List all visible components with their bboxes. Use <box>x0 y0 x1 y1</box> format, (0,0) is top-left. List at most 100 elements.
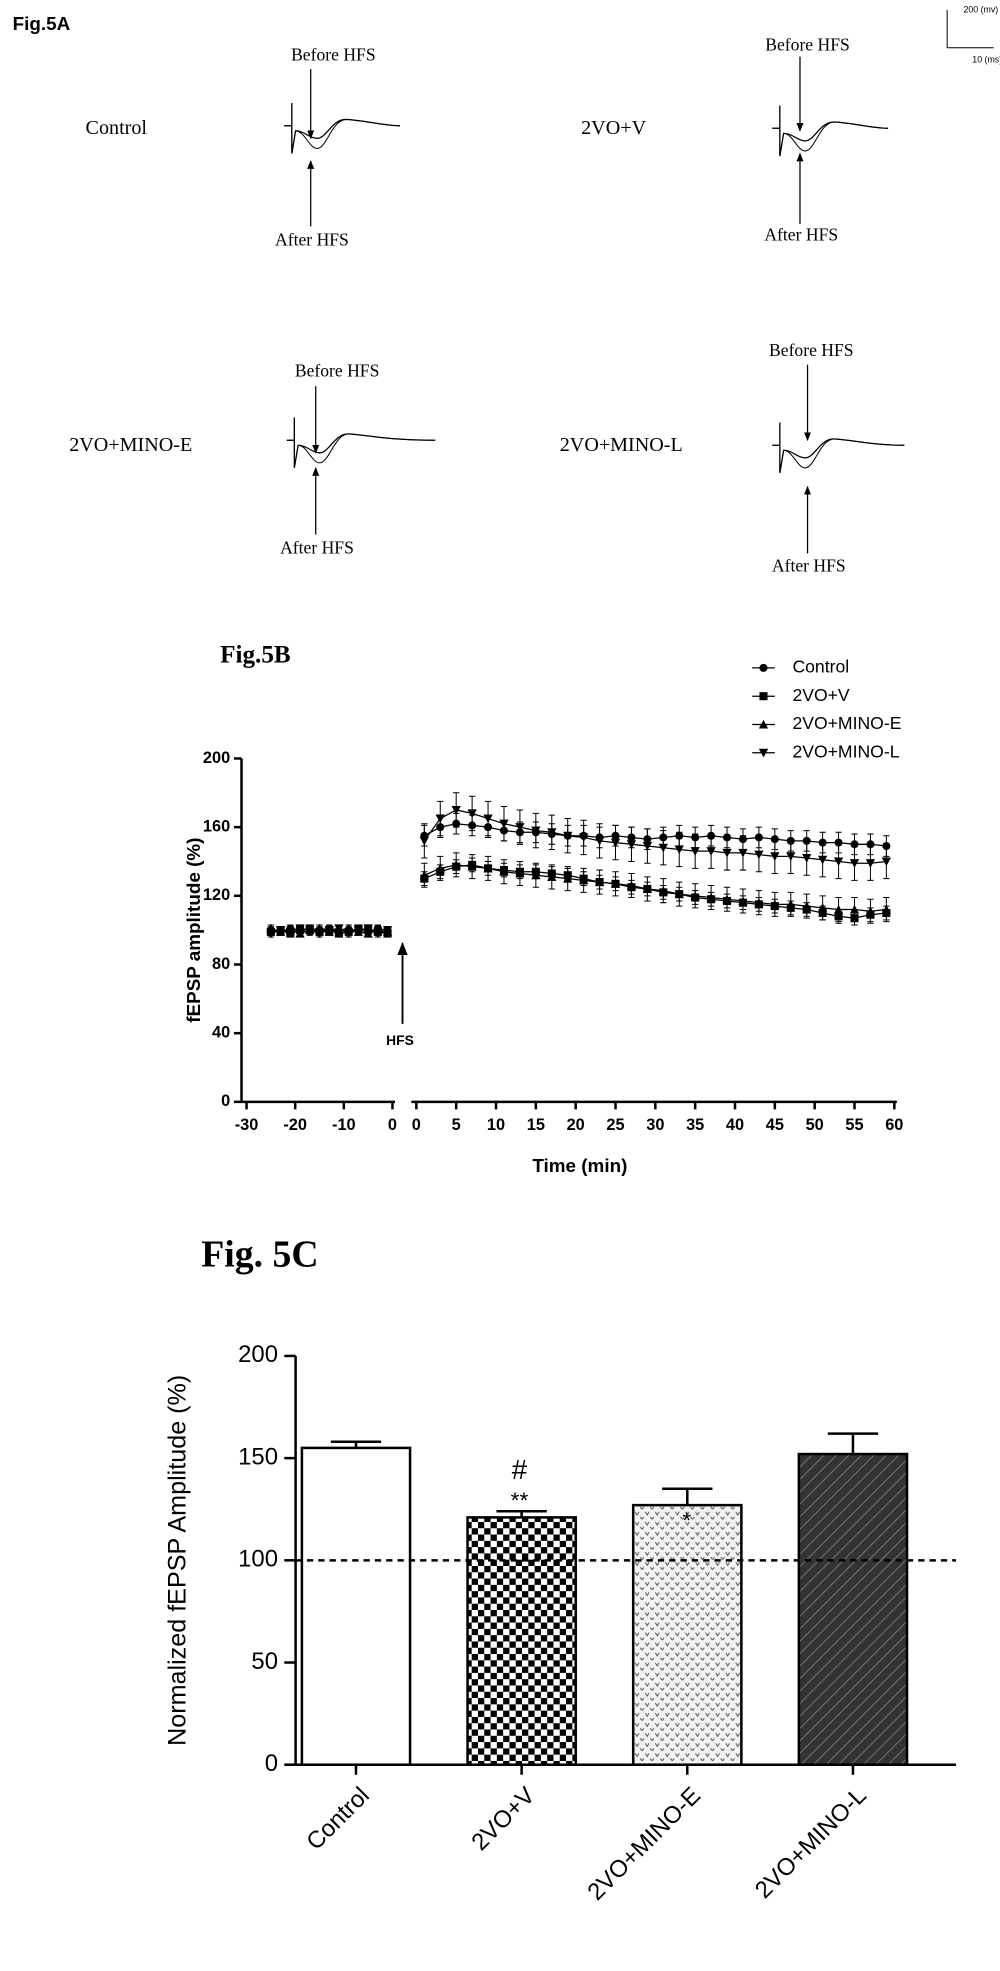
x-tick-label: 10 <box>487 1116 505 1134</box>
series-line <box>424 864 887 912</box>
x-tick-label: 2VO+MINO-E <box>582 1782 706 1906</box>
marker <box>334 924 344 934</box>
marker <box>642 884 653 893</box>
marker <box>786 852 796 861</box>
marker <box>833 857 844 867</box>
y-tick-label: 200 <box>203 749 230 767</box>
y-tick-label: 200 <box>238 1341 278 1368</box>
marker <box>531 870 541 880</box>
marker <box>754 850 764 860</box>
marker <box>305 926 315 935</box>
error-bar <box>827 1432 879 1455</box>
x-tick-label: 50 <box>806 1116 824 1134</box>
marker <box>594 877 605 887</box>
marker <box>419 870 429 880</box>
marker <box>467 809 477 819</box>
marker <box>738 896 748 905</box>
legend-label: Control <box>792 657 849 677</box>
after-label: After HFS <box>275 230 349 250</box>
marker <box>419 836 429 846</box>
marker <box>722 894 732 904</box>
bar <box>300 1446 412 1766</box>
marker <box>594 836 605 846</box>
marker <box>706 847 716 856</box>
before-label: Before HFS <box>295 360 380 380</box>
x-tick-label: 2VO+MINO-L <box>750 1782 872 1904</box>
legend-label: 2VO+MINO-E <box>792 713 901 733</box>
marker <box>324 926 334 935</box>
marker <box>382 926 393 935</box>
marker <box>435 814 445 824</box>
marker <box>499 867 509 876</box>
series-line <box>423 809 887 864</box>
marker <box>483 814 493 824</box>
x-tick-label: -30 <box>235 1116 259 1134</box>
x-axis-label: Time (min) <box>532 1155 627 1176</box>
chart-title: Fig. 5C <box>201 1233 318 1275</box>
marker <box>626 880 637 890</box>
marker <box>758 748 769 758</box>
marker <box>547 828 557 837</box>
series-line <box>424 823 887 847</box>
bar <box>797 1452 909 1766</box>
marker <box>754 898 764 907</box>
x-tick-label: 15 <box>527 1116 545 1134</box>
marker <box>865 906 876 916</box>
marker <box>642 842 653 851</box>
before-label: Before HFS <box>769 340 854 360</box>
panel-label: 2VO+MINO-E <box>69 434 192 456</box>
marker <box>759 663 768 672</box>
marker <box>610 838 621 848</box>
annotation: * <box>682 1508 691 1533</box>
marker <box>578 875 589 885</box>
legend-label: 2VO+MINO-L <box>792 741 899 761</box>
bar <box>631 1503 743 1766</box>
marker <box>353 926 364 935</box>
marker <box>770 899 780 909</box>
marker <box>722 848 732 858</box>
scale-label: 200 (mv) <box>964 4 999 14</box>
marker <box>833 904 844 914</box>
marker <box>563 873 573 883</box>
marker <box>499 819 509 829</box>
y-axis-label: Normalized fEPSP Amplitude (%) <box>163 1375 191 1746</box>
marker <box>849 859 860 868</box>
y-tick-label: 40 <box>212 1023 230 1041</box>
marker <box>467 861 477 871</box>
marker <box>817 855 828 865</box>
marker <box>802 901 812 911</box>
marker <box>344 929 354 939</box>
x-tick-label: 55 <box>845 1116 863 1134</box>
trace <box>284 103 401 154</box>
legend-label: 2VO+V <box>792 685 849 705</box>
marker <box>563 831 573 841</box>
trace <box>772 422 905 474</box>
annotation: ** <box>511 1488 529 1513</box>
x-tick-label: Control <box>301 1782 375 1856</box>
scale-label: 10 (ms) <box>972 55 1000 65</box>
x-tick-label: 20 <box>567 1116 585 1134</box>
error-bar <box>662 1487 713 1506</box>
marker <box>610 879 621 888</box>
marker <box>802 854 812 863</box>
marker <box>295 924 305 934</box>
y-tick-label: 160 <box>203 817 230 835</box>
y-tick-label: 120 <box>203 886 230 904</box>
trace <box>286 417 436 469</box>
y-tick-label: 0 <box>221 1092 230 1110</box>
marker <box>547 872 557 881</box>
x-tick-label: 5 <box>452 1116 461 1134</box>
trace <box>772 422 905 474</box>
y-axis-label: fEPSP amplitude (%) <box>183 838 204 1023</box>
marker <box>658 843 668 853</box>
marker <box>817 903 828 912</box>
marker <box>690 891 700 900</box>
before-label: Before HFS <box>291 45 376 65</box>
marker <box>881 904 892 914</box>
marker <box>770 852 780 861</box>
x-tick-label: -20 <box>283 1116 307 1134</box>
trace <box>286 417 436 468</box>
after-label: After HFS <box>280 538 354 558</box>
marker <box>314 929 325 939</box>
y-tick-label: 150 <box>238 1443 278 1470</box>
